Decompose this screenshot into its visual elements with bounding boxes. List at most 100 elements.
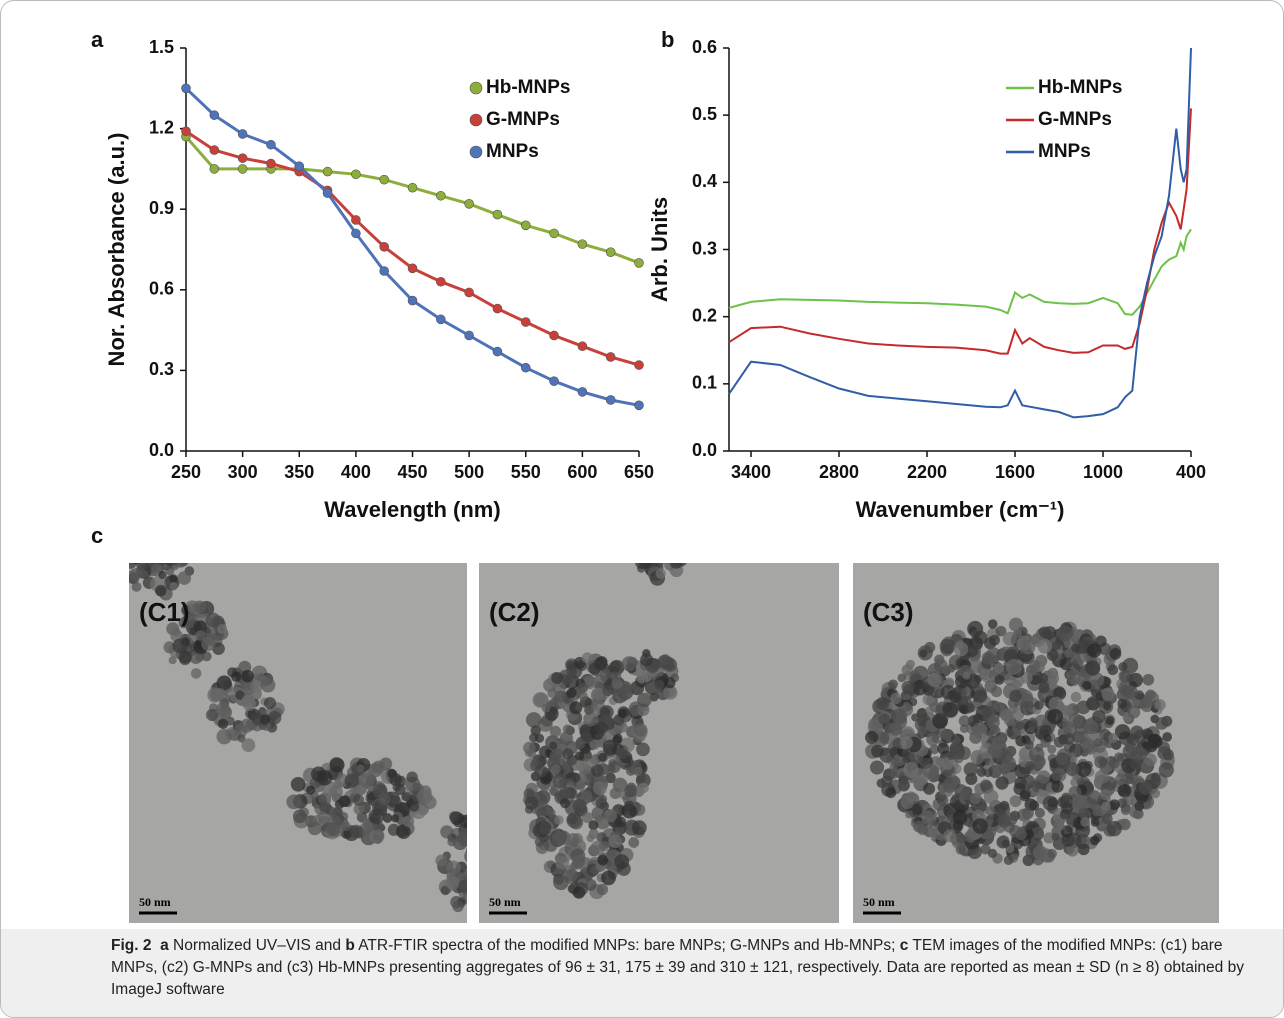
particle xyxy=(394,784,406,796)
y-tick-label: 0.2 xyxy=(692,305,717,325)
particle xyxy=(1075,653,1087,664)
series-marker xyxy=(436,276,446,287)
particle xyxy=(1094,769,1110,785)
particle xyxy=(913,779,924,789)
particle xyxy=(1015,828,1027,841)
particle xyxy=(937,774,947,783)
particle xyxy=(575,739,585,749)
particle xyxy=(1145,689,1156,700)
particle xyxy=(1089,672,1105,687)
particle xyxy=(114,568,129,583)
y-tick-label: 1.2 xyxy=(149,117,174,137)
particle xyxy=(566,813,578,825)
particle xyxy=(606,848,616,858)
particle xyxy=(316,770,333,786)
particle xyxy=(1147,733,1163,749)
particle xyxy=(572,799,587,813)
particle xyxy=(562,748,574,760)
caption-text: ATR-FTIR spectra of the modified MNPs: b… xyxy=(354,937,900,954)
particle xyxy=(582,758,595,771)
particle xyxy=(207,687,223,703)
particle xyxy=(993,662,1005,674)
particle xyxy=(201,651,212,662)
caption-text: a xyxy=(151,937,169,954)
particle xyxy=(1117,698,1128,709)
particle xyxy=(172,548,187,563)
series-marker xyxy=(492,303,503,314)
particle xyxy=(560,798,571,809)
particle xyxy=(378,792,391,806)
series-marker xyxy=(549,330,559,341)
particle xyxy=(1142,673,1155,686)
series-marker xyxy=(577,341,588,352)
series-marker xyxy=(322,188,333,198)
series-marker xyxy=(634,258,644,268)
particle xyxy=(205,708,219,722)
particle xyxy=(551,764,561,775)
x-tick-label: 2200 xyxy=(907,462,947,482)
particle xyxy=(597,854,609,866)
particle xyxy=(1095,635,1107,648)
series-marker xyxy=(322,166,333,177)
particle xyxy=(569,701,583,715)
particle xyxy=(565,869,578,882)
particle xyxy=(900,795,914,810)
particle xyxy=(168,656,177,665)
particle xyxy=(1028,719,1038,729)
particle xyxy=(635,563,649,570)
particle xyxy=(987,619,998,629)
particle xyxy=(1061,792,1071,802)
particle xyxy=(1043,734,1052,743)
particle xyxy=(983,789,999,804)
particle xyxy=(1117,784,1132,798)
series-marker xyxy=(464,199,474,209)
image-label: (C3) xyxy=(863,597,914,627)
x-tick-label: 1000 xyxy=(1083,462,1123,482)
particle xyxy=(610,670,622,682)
particle xyxy=(536,820,552,836)
particle xyxy=(973,689,988,703)
particle xyxy=(193,620,207,635)
particle xyxy=(891,708,908,725)
particle xyxy=(160,563,166,564)
legend-label: Hb-MNPs xyxy=(486,77,570,98)
particle xyxy=(555,855,570,870)
particle xyxy=(250,680,263,693)
particle xyxy=(1077,843,1090,856)
caption: Fig. 2 a Normalized UV–VIS and b ATR-FTI… xyxy=(1,929,1283,1017)
particle xyxy=(638,782,649,794)
series-line xyxy=(185,130,640,367)
particle xyxy=(530,725,541,736)
particle xyxy=(1099,788,1112,801)
series-marker xyxy=(605,352,616,362)
particle xyxy=(613,733,623,744)
particle xyxy=(129,563,137,569)
particle xyxy=(409,801,420,812)
particle xyxy=(549,725,562,738)
particle xyxy=(195,630,206,641)
particle xyxy=(1047,848,1057,859)
particle xyxy=(952,810,968,825)
particle xyxy=(1092,738,1107,753)
particle xyxy=(1107,664,1119,676)
particle xyxy=(586,834,595,843)
particle xyxy=(1028,800,1040,811)
series-marker xyxy=(351,169,361,180)
caption-text: c xyxy=(899,937,909,954)
particle xyxy=(193,600,207,614)
y-tick-label: 1.5 xyxy=(149,37,174,57)
particle xyxy=(619,723,629,733)
particle xyxy=(1047,744,1057,754)
particle xyxy=(890,692,902,705)
particle xyxy=(624,800,634,810)
particle xyxy=(445,875,460,891)
particle xyxy=(1005,658,1022,675)
particle xyxy=(1078,807,1090,819)
particle xyxy=(151,542,160,551)
particle xyxy=(129,563,136,565)
particle xyxy=(580,791,593,804)
particle xyxy=(979,666,993,681)
particle xyxy=(189,651,203,665)
particle xyxy=(1117,798,1128,809)
particle xyxy=(449,811,460,822)
